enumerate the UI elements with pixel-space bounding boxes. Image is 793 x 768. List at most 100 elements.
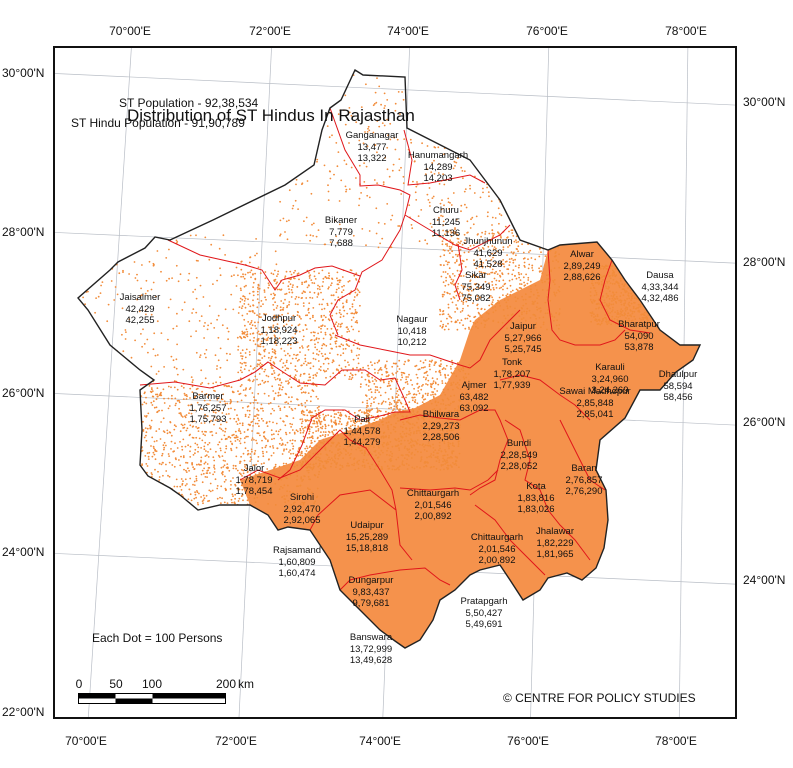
population-dot [246, 335, 249, 338]
population-dot [558, 312, 561, 315]
population-dot [421, 142, 423, 145]
population-dot [626, 264, 628, 267]
population-dot [384, 156, 386, 159]
population-dot [152, 400, 155, 403]
population-dot [438, 461, 441, 464]
population-dot [321, 319, 324, 322]
population-dot [459, 242, 461, 245]
population-dot [218, 427, 221, 429]
population-dot [456, 237, 459, 240]
population-dot [502, 309, 505, 311]
population-dot [233, 408, 236, 411]
population-dot [515, 300, 517, 302]
population-dot [447, 303, 450, 306]
population-dot [184, 501, 187, 503]
population-dot [297, 455, 299, 457]
population-dot [271, 408, 274, 410]
population-dot [446, 430, 448, 433]
population-dot [422, 366, 425, 369]
population-dot [285, 431, 287, 434]
population-dot [401, 91, 403, 93]
population-dot [373, 401, 375, 404]
population-dot [333, 429, 335, 432]
population-dot [449, 413, 452, 415]
population-dot [331, 314, 333, 317]
population-dot [535, 306, 538, 308]
population-dot [170, 355, 173, 358]
population-dot [261, 494, 264, 496]
population-dot [235, 420, 238, 423]
population-dot [190, 403, 193, 406]
population-dot [315, 420, 318, 423]
population-dot [409, 423, 412, 425]
population-dot [360, 192, 362, 194]
population-dot [447, 201, 450, 204]
population-dot [301, 409, 304, 412]
population-dot [508, 230, 510, 233]
population-dot [419, 432, 422, 434]
population-dot [285, 270, 288, 273]
population-dot [179, 430, 182, 433]
population-dot [633, 310, 636, 313]
population-dot [183, 423, 186, 426]
population-dot [242, 472, 245, 475]
population-dot [224, 254, 227, 256]
population-dot [530, 290, 532, 293]
population-dot [313, 440, 316, 443]
population-dot [542, 316, 545, 319]
population-dot [419, 443, 421, 446]
population-dot [189, 493, 192, 496]
population-dot [221, 470, 224, 473]
population-dot [256, 314, 258, 316]
population-dot [316, 372, 318, 374]
population-dot [527, 258, 529, 261]
population-dot [311, 389, 314, 392]
population-dot [353, 312, 356, 315]
population-dot [249, 365, 252, 368]
population-dot [474, 126, 477, 129]
population-dot [624, 275, 627, 278]
population-dot [184, 478, 187, 481]
population-dot [413, 160, 416, 163]
population-dot [536, 291, 539, 294]
population-dot [335, 413, 338, 415]
population-dot [381, 443, 384, 446]
population-dot [261, 407, 264, 410]
population-dot [259, 434, 261, 437]
population-dot [251, 324, 254, 327]
population-dot [456, 285, 459, 288]
population-dot [363, 162, 365, 164]
population-dot [309, 410, 311, 412]
population-dot [525, 312, 528, 315]
population-dot [459, 379, 461, 381]
population-dot [159, 392, 162, 395]
population-dot [500, 214, 503, 217]
population-dot [534, 300, 536, 303]
population-dot [267, 336, 270, 339]
population-dot [150, 365, 153, 368]
population-dot [408, 442, 411, 445]
population-dot [499, 105, 502, 107]
population-dot [167, 407, 170, 410]
population-dot [247, 486, 249, 489]
population-dot [300, 464, 302, 466]
population-dot [456, 307, 458, 309]
population-dot [266, 337, 269, 340]
population-dot [257, 344, 259, 346]
population-dot [309, 478, 312, 481]
population-dot [456, 86, 459, 89]
population-dot [530, 288, 532, 291]
population-dot [358, 330, 360, 333]
population-dot [237, 312, 240, 314]
population-dot [205, 494, 208, 497]
population-dot [178, 400, 180, 402]
population-dot [510, 257, 513, 260]
population-dot [210, 322, 213, 325]
population-dot [401, 396, 404, 399]
population-dot [489, 90, 492, 92]
population-dot [536, 232, 539, 235]
population-dot [181, 416, 184, 418]
population-dot [168, 455, 170, 457]
population-dot [530, 257, 533, 259]
population-dot [452, 279, 455, 281]
